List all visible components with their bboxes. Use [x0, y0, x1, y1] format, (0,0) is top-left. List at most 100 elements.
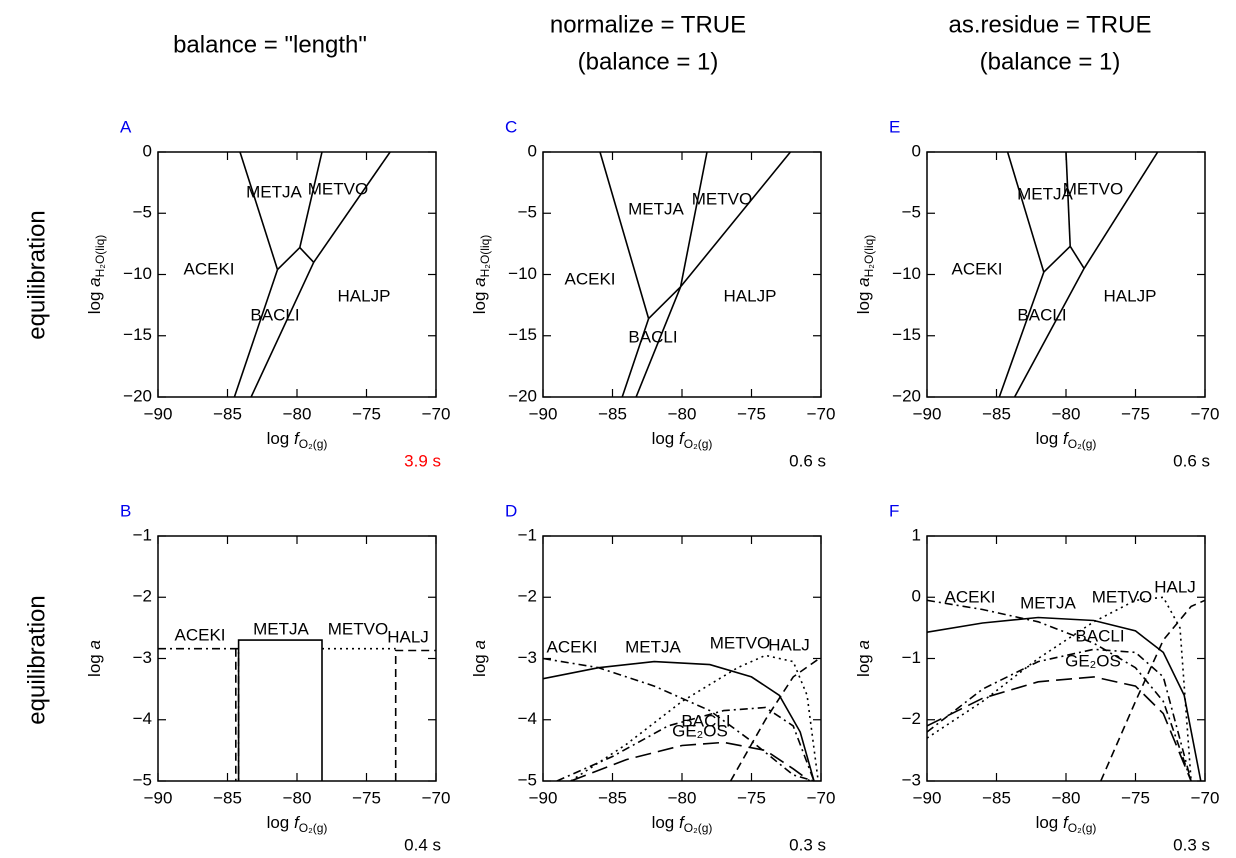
column-header: (balance = 1) [578, 48, 719, 75]
y-axis-label-part: a [85, 277, 104, 286]
field-label: METJA [1017, 184, 1073, 203]
field-label: METVO [710, 633, 770, 652]
panel-letter: F [889, 501, 899, 520]
boundary-line [679, 152, 708, 287]
y-tick-label: −15 [508, 325, 537, 344]
field-label: METVO [1063, 179, 1123, 198]
x-tick-label: −90 [144, 788, 173, 807]
x-axis-label-part: log [1036, 813, 1063, 832]
x-tick-label: −80 [283, 404, 312, 423]
boundary-line [1013, 268, 1085, 397]
x-axis-label: log fO₂(g) [1036, 813, 1097, 835]
run-time: 0.4 s [404, 835, 441, 853]
boundary-line [1065, 152, 1071, 247]
x-tick-label: −75 [352, 788, 381, 807]
x-tick-label: −85 [213, 788, 242, 807]
field-label: BACLI [250, 305, 299, 324]
column-header: as.residue = TRUE [949, 11, 1152, 38]
x-tick-label: −85 [598, 404, 627, 423]
x-axis-label-part: f [294, 429, 301, 448]
panel-letter: C [505, 117, 517, 136]
y-tick-label: −20 [123, 386, 152, 405]
boundary-line [313, 152, 391, 263]
y-axis-label-part: log [854, 650, 873, 677]
x-tick-label: −90 [144, 404, 173, 423]
panel: D 0.3 s −90 −85 −80 −75 −70 −1 −2 −3 −4 −5 log fO₂(g… [470, 501, 836, 854]
boundary-line [299, 247, 315, 263]
y-axis-label-part: log [854, 287, 873, 314]
y-tick-label: −20 [892, 386, 921, 405]
x-tick-label: −80 [1052, 788, 1081, 807]
y-tick-label: 0 [912, 587, 921, 606]
panel-letter: A [120, 117, 132, 136]
x-axis-label-part: O₂(g) [684, 821, 713, 835]
y-axis-label-part: a [470, 640, 489, 649]
x-tick-label: −85 [982, 788, 1011, 807]
boundary-line [998, 271, 1045, 397]
panel-letter: B [120, 501, 131, 520]
y-axis-label-part: a [85, 640, 104, 649]
panel: A 3.9 s −90 −85 −80 −75 −70 0 −5 −10 −15 −20 log fO₂… [85, 117, 450, 470]
boundary-line [237, 639, 323, 781]
boundary-line [299, 152, 323, 248]
y-axis-label: log aH₂O(liq) [85, 235, 107, 315]
field-label: ACEKI [944, 587, 995, 606]
y-tick-label: −2 [902, 709, 921, 728]
field-label: GE₂OS [1065, 651, 1121, 670]
field-label: METVO [308, 179, 368, 198]
boundary-line [648, 286, 682, 320]
boundary-line [276, 247, 301, 271]
field-label: HALJ [1154, 577, 1196, 596]
y-tick-label: −5 [518, 203, 537, 222]
x-tick-label: −70 [807, 788, 836, 807]
x-axis-label-part: log [652, 429, 679, 448]
x-tick-label: −80 [668, 788, 697, 807]
field-label: BACLI [1075, 626, 1124, 645]
y-axis-label-part: H₂O(liq) [93, 235, 107, 278]
y-tick-label: −10 [508, 264, 537, 283]
boundary-line [543, 660, 815, 781]
boundary-line [394, 649, 436, 781]
y-tick-label: −10 [892, 264, 921, 283]
field-label: BACLI [1017, 305, 1066, 324]
column-header: normalize = TRUE [550, 11, 746, 38]
boundary-line [679, 152, 792, 288]
boundary-line [927, 616, 1202, 781]
y-tick-label: −1 [518, 525, 537, 544]
field-label: METVO [328, 619, 388, 638]
x-axis-label: log fO₂(g) [1036, 429, 1097, 451]
x-tick-label: −80 [668, 404, 697, 423]
y-tick-label: −5 [902, 203, 921, 222]
field-label: BACLI [681, 711, 730, 730]
x-tick-label: −75 [352, 404, 381, 423]
y-tick-label: 0 [528, 141, 537, 160]
x-tick-label: −85 [598, 788, 627, 807]
x-axis-label: log fO₂(g) [652, 813, 713, 835]
panel-letter: E [889, 117, 900, 136]
field-label: BACLI [628, 327, 677, 346]
boundary-line [239, 152, 279, 270]
x-tick-label: −90 [529, 788, 558, 807]
x-axis-label-part: log [1036, 429, 1063, 448]
field-label: HALJP [724, 286, 777, 305]
field-label: ACEKI [951, 259, 1002, 278]
x-tick-label: −85 [213, 404, 242, 423]
y-tick-label: −3 [902, 770, 921, 789]
boundary-line [927, 599, 1192, 781]
x-tick-label: −85 [982, 404, 1011, 423]
y-tick-label: −1 [133, 525, 152, 544]
field-label: ACEKI [174, 625, 225, 644]
x-axis-label-part: O₂(g) [684, 437, 713, 451]
row-label: equilibration [23, 210, 50, 339]
x-tick-label: −75 [1121, 404, 1150, 423]
y-tick-label: −15 [123, 325, 152, 344]
boundary-line [556, 706, 815, 781]
field-label: METJA [246, 182, 302, 201]
y-axis-label-part: a [854, 640, 873, 649]
y-axis-label: log aH₂O(liq) [470, 235, 492, 315]
y-axis-label: log a [85, 640, 104, 677]
y-axis-label-part: log [85, 650, 104, 677]
x-axis-label-part: f [679, 813, 686, 832]
